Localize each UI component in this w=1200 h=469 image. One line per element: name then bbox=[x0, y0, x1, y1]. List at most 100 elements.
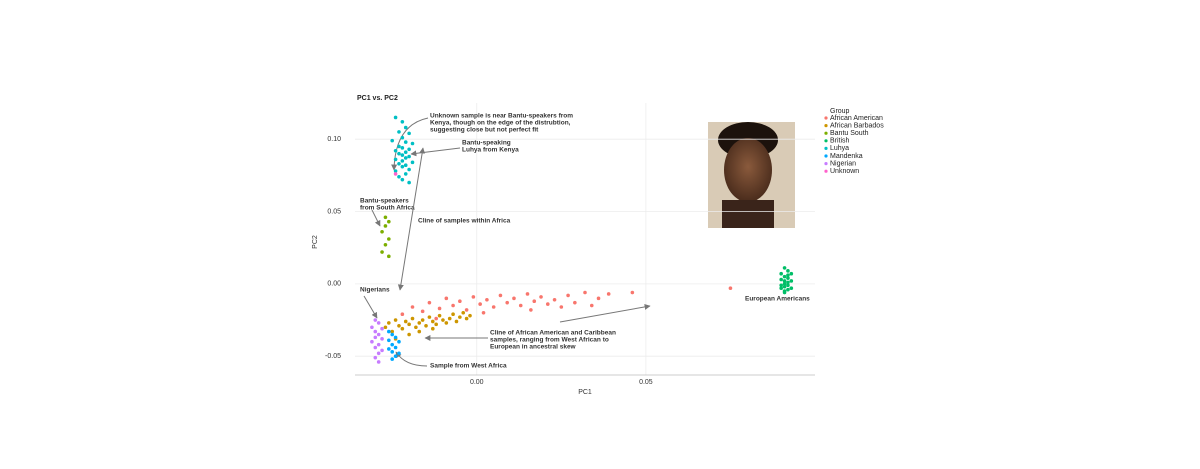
data-point bbox=[782, 279, 787, 283]
annotation: Cline of African American and Caribbean bbox=[490, 330, 616, 337]
data-point bbox=[400, 135, 405, 140]
data-point bbox=[782, 284, 787, 289]
data-point bbox=[786, 276, 790, 280]
data-point bbox=[518, 303, 523, 308]
annotation-arrow bbox=[363, 295, 378, 319]
data-point bbox=[529, 308, 533, 312]
legend-label: British bbox=[830, 138, 850, 145]
annotation-arrow bbox=[371, 209, 381, 227]
legend-marker bbox=[824, 169, 828, 173]
data-point bbox=[376, 342, 381, 347]
data-point bbox=[566, 293, 570, 298]
data-point bbox=[380, 229, 384, 234]
x-tick-label: 0.00 bbox=[470, 379, 484, 386]
data-point bbox=[786, 287, 790, 292]
data-point bbox=[454, 319, 459, 324]
data-point bbox=[420, 318, 425, 322]
data-point bbox=[437, 306, 442, 311]
data-point bbox=[397, 351, 401, 356]
data-point bbox=[414, 325, 418, 330]
data-point bbox=[407, 332, 411, 337]
data-point bbox=[403, 163, 408, 168]
data-point bbox=[407, 131, 411, 136]
data-point bbox=[410, 160, 415, 165]
legend-label: Unknown bbox=[830, 168, 859, 175]
data-point bbox=[444, 296, 449, 301]
legend-label: African American bbox=[830, 115, 883, 122]
data-point bbox=[403, 172, 408, 176]
y-tick-label: 0.10 bbox=[327, 136, 341, 143]
legend-marker bbox=[824, 139, 828, 143]
y-tick-label: -0.05 bbox=[325, 353, 341, 360]
data-point bbox=[373, 345, 378, 350]
data-point bbox=[376, 351, 381, 356]
data-point bbox=[491, 305, 496, 309]
data-point bbox=[789, 279, 794, 283]
data-point bbox=[728, 286, 733, 290]
data-point bbox=[387, 219, 391, 224]
data-point bbox=[505, 300, 510, 305]
data-point bbox=[407, 147, 411, 152]
data-point bbox=[427, 315, 432, 319]
data-point bbox=[400, 326, 405, 331]
legend-label: Mandenka bbox=[830, 153, 863, 160]
data-point bbox=[403, 140, 408, 144]
data-point bbox=[420, 309, 425, 314]
data-point bbox=[525, 292, 530, 296]
legend-marker bbox=[824, 131, 828, 135]
legend-marker bbox=[824, 146, 828, 150]
data-point bbox=[430, 326, 435, 331]
data-point bbox=[397, 151, 401, 156]
data-point bbox=[458, 299, 462, 304]
data-point bbox=[390, 357, 395, 361]
data-point bbox=[444, 321, 449, 325]
y-tick-label: 0.05 bbox=[327, 208, 341, 215]
data-point bbox=[512, 296, 516, 301]
data-point bbox=[434, 322, 438, 327]
annotation: Bantu-speakers bbox=[360, 198, 409, 205]
data-point bbox=[403, 156, 408, 160]
data-point bbox=[461, 310, 466, 315]
data-point bbox=[400, 120, 405, 124]
data-point bbox=[437, 313, 442, 318]
data-point bbox=[397, 130, 401, 134]
data-point bbox=[400, 312, 405, 317]
data-point bbox=[393, 172, 398, 176]
x-tick-label: 0.05 bbox=[639, 379, 653, 386]
data-point bbox=[630, 290, 635, 295]
data-point bbox=[782, 266, 787, 270]
data-point bbox=[400, 159, 405, 163]
data-point bbox=[400, 177, 405, 182]
legend-label: Nigerian bbox=[830, 160, 856, 167]
data-point bbox=[407, 167, 411, 172]
data-point bbox=[573, 300, 577, 305]
annotation-arrow bbox=[397, 147, 426, 291]
data-point bbox=[471, 295, 476, 299]
data-point bbox=[387, 254, 391, 259]
data-point bbox=[403, 150, 408, 154]
legend-marker bbox=[824, 116, 828, 120]
legend-label: African Barbados bbox=[830, 122, 884, 129]
data-point bbox=[478, 302, 482, 306]
data-point bbox=[393, 115, 398, 120]
data-point bbox=[380, 337, 384, 341]
data-point bbox=[403, 319, 408, 324]
data-point bbox=[393, 169, 398, 173]
data-point bbox=[485, 297, 489, 302]
annotation: Luhya from Kenya bbox=[462, 147, 519, 154]
annotation-arrow bbox=[410, 147, 461, 157]
annotation: Nigerians bbox=[360, 287, 390, 294]
data-point bbox=[373, 329, 378, 334]
data-point bbox=[779, 286, 783, 290]
data-point bbox=[397, 161, 401, 166]
annotation: Cline of samples within Africa bbox=[418, 218, 511, 225]
data-point bbox=[390, 342, 395, 347]
data-point bbox=[789, 286, 794, 290]
data-point bbox=[380, 250, 384, 254]
data-point bbox=[393, 157, 398, 162]
annotation-arrow bbox=[391, 117, 429, 171]
data-point bbox=[390, 350, 395, 354]
data-point bbox=[393, 318, 398, 322]
legend-marker bbox=[824, 154, 828, 158]
data-point bbox=[400, 146, 405, 150]
